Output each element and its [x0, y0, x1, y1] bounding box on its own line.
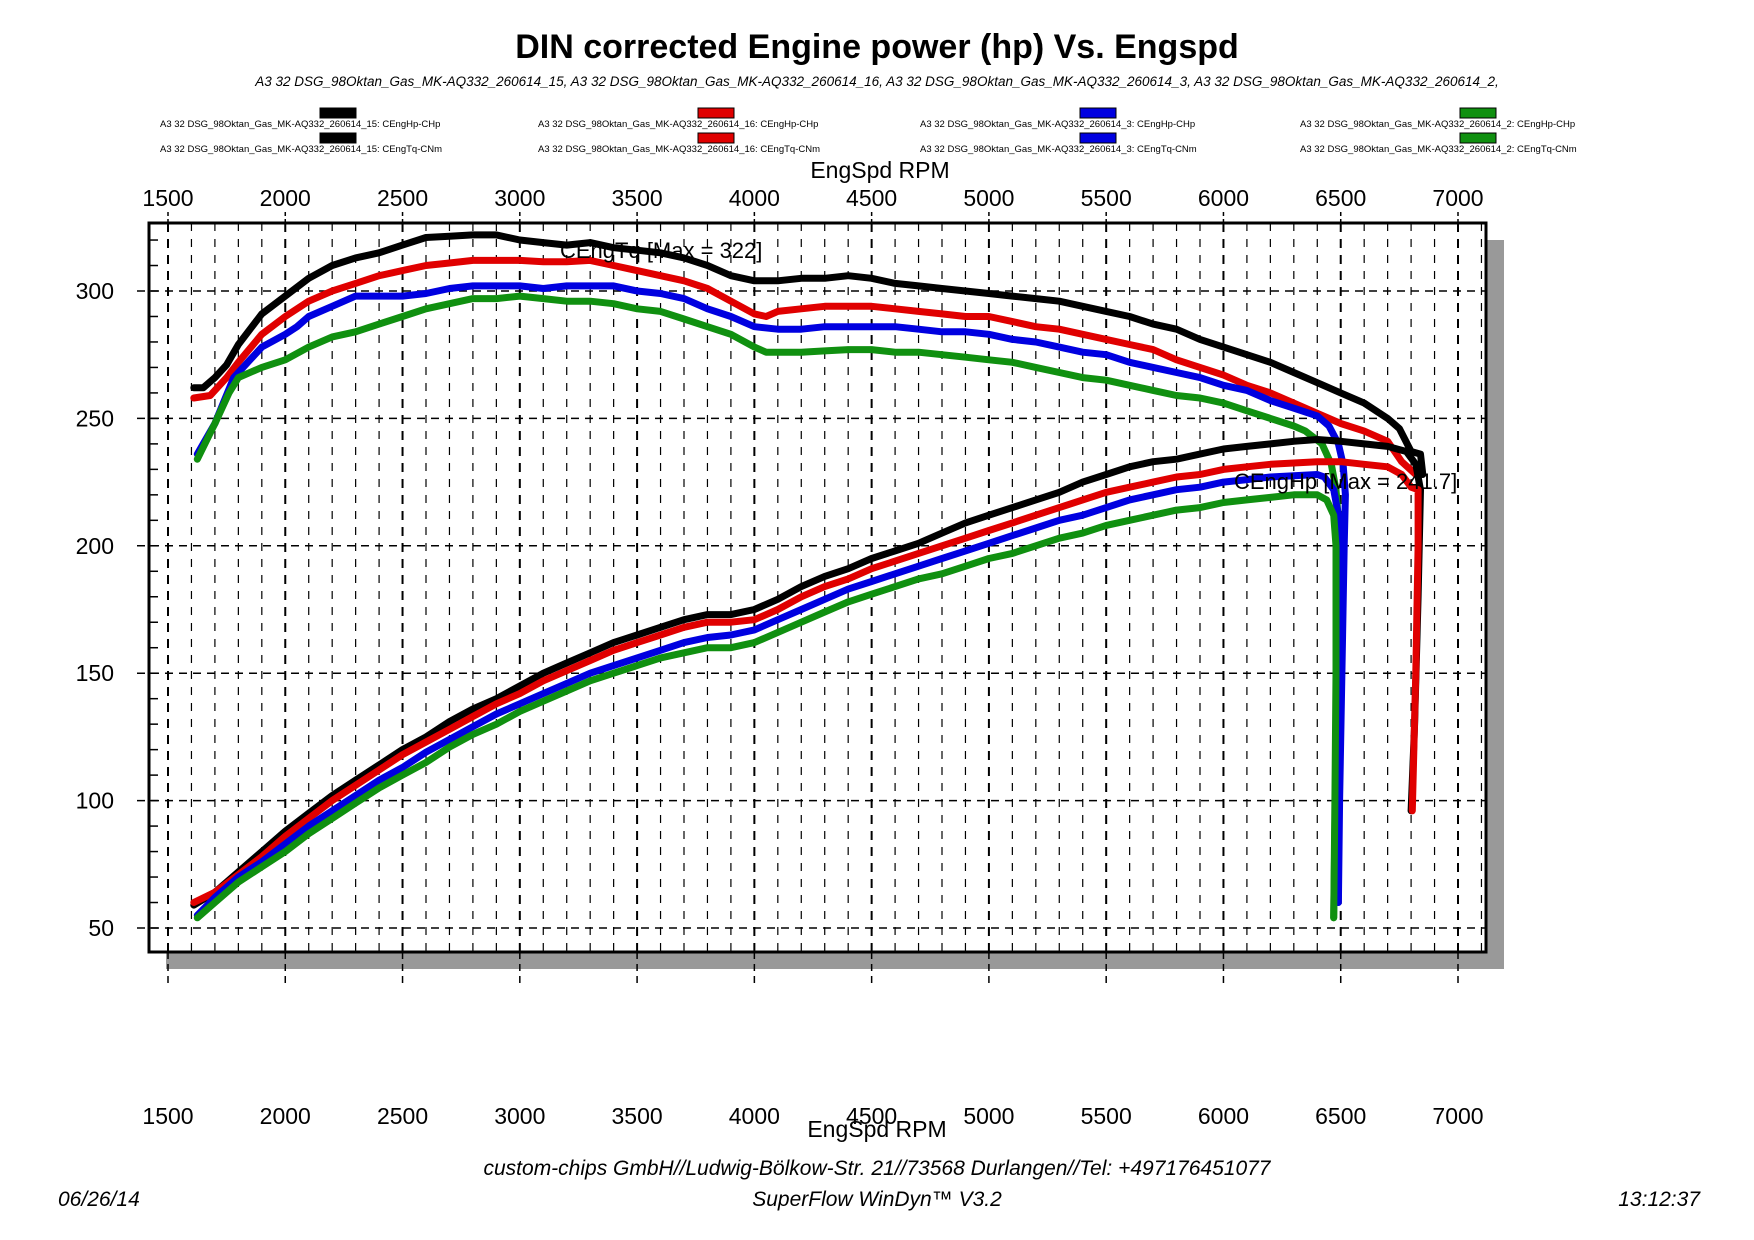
- x-tick-label-top: 4500: [846, 185, 897, 211]
- legend-swatch: [319, 107, 357, 119]
- legend-swatch: [1459, 132, 1497, 144]
- x-tick-label-top: 3500: [612, 185, 663, 211]
- x-tick-label-top: 6000: [1198, 185, 1249, 211]
- footer-date: 06/26/14: [58, 1188, 140, 1211]
- x-tick-label-bottom: 3500: [612, 1103, 663, 1129]
- y-tick-label: 300: [76, 278, 114, 304]
- legend-label: A3 32 DSG_98Oktan_Gas_MK-AQ332_260614_3:…: [920, 144, 1197, 155]
- legend-label: A3 32 DSG_98Oktan_Gas_MK-AQ332_260614_16…: [538, 144, 820, 155]
- x-tick-labels-bottom: 1500 2000 2500 3000 3500 4000 4500 5000 5500 6000…: [142, 952, 1484, 1129]
- x-tick-label-bottom: 1500: [142, 1103, 193, 1129]
- series-line: [193, 471, 1344, 919]
- x-tick-label-bottom: 5500: [1081, 1103, 1132, 1129]
- x-tick-label-top: 1500: [142, 185, 193, 211]
- x-tick-label-top: 5500: [1081, 185, 1132, 211]
- x-tick-label-top: 5000: [963, 185, 1014, 211]
- series-line: [190, 231, 1427, 478]
- y-tick-label: 100: [76, 788, 114, 814]
- series-line: [193, 282, 1349, 906]
- x-tick-label-top: 7000: [1432, 185, 1483, 211]
- x-tick-label-bottom: 6000: [1198, 1103, 1249, 1129]
- legend-label: A3 32 DSG_98Oktan_Gas_MK-AQ332_260614_2:…: [1300, 119, 1575, 130]
- legend-label: A3 32 DSG_98Oktan_Gas_MK-AQ332_260614_15…: [160, 144, 442, 155]
- x-tick-label-top: 2500: [377, 185, 428, 211]
- plot-frame: [147, 221, 1488, 954]
- x-tick-label-bottom: 2000: [260, 1103, 311, 1129]
- legend: A3 32 DSG_98Oktan_Gas_MK-AQ332_260614_15…: [160, 107, 1577, 155]
- max-annotation: CEngHp [Max = 241.7]: [1234, 469, 1457, 494]
- y-tick-label: 250: [76, 405, 114, 431]
- legend-label: A3 32 DSG_98Oktan_Gas_MK-AQ332_260614_2:…: [1300, 144, 1577, 155]
- y-tick-label: 150: [76, 660, 114, 686]
- x-tick-label-bottom: 3000: [494, 1103, 545, 1129]
- x-axis-label-top: EngSpd RPM: [810, 157, 949, 183]
- y-tick-labels: 50 100 150 200 250 300: [76, 278, 114, 941]
- annotations: CEngTq [Max = 322] CEngHp [Max = 241.7]: [560, 238, 1457, 494]
- legend-swatch: [697, 107, 735, 119]
- series-line: [193, 292, 1342, 922]
- legend-swatch: [1079, 107, 1117, 119]
- legend-swatch: [1459, 107, 1497, 119]
- max-annotation: CEngTq [Max = 322]: [560, 238, 762, 263]
- x-tick-labels-top: 1500 2000 2500 3000 3500 4000 4500 5000 5500 6000…: [142, 185, 1484, 223]
- legend-swatch: [319, 132, 357, 144]
- chart-title: DIN corrected Engine power (hp) Vs. Engs…: [515, 28, 1239, 66]
- series-group: [190, 231, 1427, 922]
- legend-label: A3 32 DSG_98Oktan_Gas_MK-AQ332_260614_16…: [538, 119, 818, 130]
- footer-company: custom-chips GmbH//Ludwig-Bölkow-Str. 21…: [484, 1157, 1272, 1180]
- y-tick-label: 200: [76, 533, 114, 559]
- x-tick-label-bottom: 4000: [729, 1103, 780, 1129]
- y-tick-label: 50: [88, 915, 114, 941]
- series-line: [193, 491, 1340, 922]
- x-tick-label-bottom: 6500: [1315, 1103, 1366, 1129]
- x-tick-label-bottom: 4500: [846, 1103, 897, 1129]
- chart-subtitle: A3 32 DSG_98Oktan_Gas_MK-AQ332_260614_15…: [254, 74, 1499, 89]
- x-tick-label-bottom: 2500: [377, 1103, 428, 1129]
- legend-swatch: [1079, 132, 1117, 144]
- legend-swatch: [697, 132, 735, 144]
- footer-software: SuperFlow WinDyn™ V3.2: [752, 1188, 1002, 1211]
- series-line: [190, 458, 1422, 906]
- series-line: [190, 256, 1420, 478]
- x-tick-label-bottom: 7000: [1432, 1103, 1483, 1129]
- footer-time: 13:12:37: [1618, 1188, 1701, 1211]
- series-line: [190, 436, 1424, 909]
- x-tick-label-bottom: 5000: [963, 1103, 1014, 1129]
- x-axis-label-bottom: EngSpd RPM: [807, 1116, 946, 1142]
- x-tick-label-top: 3000: [494, 185, 545, 211]
- x-tick-label-top: 4000: [729, 185, 780, 211]
- legend-label: A3 32 DSG_98Oktan_Gas_MK-AQ332_260614_15…: [160, 119, 440, 130]
- legend-label: A3 32 DSG_98Oktan_Gas_MK-AQ332_260614_3:…: [920, 119, 1195, 130]
- x-tick-label-top: 2000: [260, 185, 311, 211]
- x-tick-label-top: 6500: [1315, 185, 1366, 211]
